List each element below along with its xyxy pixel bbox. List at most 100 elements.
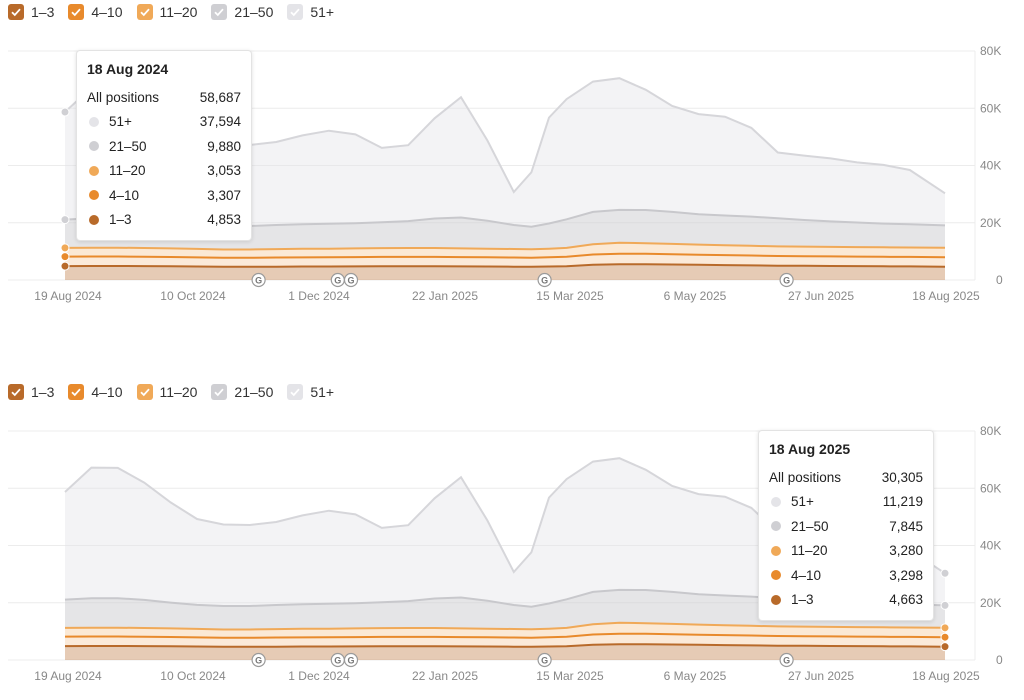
legend: 1–3 4–10 11–20 21–50 51+ — [8, 384, 334, 400]
google-update-marker-ring — [537, 272, 552, 288]
series-point — [940, 642, 950, 652]
tooltip-row: 11–20 3,280 — [769, 539, 923, 564]
y-tick-label: 80K — [980, 44, 1001, 58]
tooltip-value: 11,219 — [882, 494, 923, 510]
y-tick-label: 40K — [980, 159, 1001, 173]
legend-item-51-plus[interactable]: 51+ — [287, 4, 334, 20]
legend-label: 21–50 — [234, 384, 274, 400]
series-point — [940, 600, 950, 610]
checkbox-check-icon[interactable] — [68, 4, 85, 20]
checkbox-check-icon[interactable] — [211, 384, 228, 400]
series-line-4–10 — [64, 252, 946, 259]
google-update-marker-letter: G — [541, 656, 548, 666]
tooltip-row: 11–20 3,053 — [87, 159, 241, 184]
tooltip-value: 3,298 — [889, 567, 923, 583]
google-update-marker-ring — [779, 652, 794, 668]
chart-panel-2: 1–3 4–10 11–20 21–50 51+ 0 20K 40K 60K 80K 19… — [0, 380, 1024, 700]
tooltip-row: 21–50 7,845 — [769, 514, 923, 539]
tooltip-row: 21–50 9,880 — [87, 134, 241, 159]
legend-label: 51+ — [310, 384, 335, 400]
series-dot-icon — [771, 521, 781, 532]
google-update-marker-letter: G — [334, 656, 341, 666]
series-line-1–3 — [64, 643, 946, 648]
series-area-4–10 — [65, 253, 945, 267]
x-tick-label: 19 Aug 2024 — [34, 669, 102, 683]
y-tick-label: 40K — [980, 539, 1001, 553]
legend-item-11-20[interactable]: 11–20 — [136, 384, 198, 400]
tooltip-label: 11–20 — [109, 163, 146, 179]
legend-item-51-plus[interactable]: 51+ — [287, 384, 334, 400]
checkbox-check-icon[interactable] — [68, 384, 85, 400]
tooltip-label: 4–10 — [109, 187, 140, 203]
tooltip-label: 4–10 — [791, 567, 822, 583]
checkbox-check-icon[interactable] — [136, 384, 153, 400]
x-tick-label: 10 Oct 2024 — [160, 289, 226, 303]
checkbox-check-icon[interactable] — [8, 384, 24, 400]
tooltip-value: 58,687 — [199, 89, 241, 105]
y-tick-label: 0 — [996, 273, 1003, 287]
tooltip-value: 3,053 — [207, 163, 241, 179]
checkbox-check-icon[interactable] — [287, 384, 304, 400]
google-update-marker-icon: G — [330, 652, 345, 668]
x-tick-label: 18 Aug 2025 — [912, 669, 980, 683]
tooltip-label: 21–50 — [109, 138, 147, 154]
google-update-marker-ring — [251, 272, 266, 288]
series-area-1–3 — [65, 644, 945, 660]
series-area-4–10 — [65, 633, 945, 647]
area-chart[interactable]: 0 20K 40K 60K 80K 19 Aug 2024 10 Oct 2024 1 Dec… — [0, 416, 1024, 700]
area-chart[interactable]: 0 20K 40K 60K 80K 19 Aug 2024 10 Oct 2024 1 Dec… — [0, 36, 1024, 320]
checkbox-check-icon[interactable] — [8, 4, 24, 20]
tooltip-value: 9,880 — [207, 138, 241, 154]
legend-item-4-10[interactable]: 4–10 — [68, 384, 123, 400]
series-area-11–20 — [65, 622, 945, 638]
tooltip-row: 4–10 3,298 — [769, 563, 923, 588]
google-update-marker-letter: G — [783, 656, 790, 666]
legend-label: 1–3 — [31, 4, 55, 20]
google-update-marker-letter: G — [255, 276, 262, 286]
series-dot-icon — [771, 570, 781, 581]
series-dot-icon — [771, 594, 781, 605]
checkbox-check-icon[interactable] — [211, 4, 228, 20]
google-update-marker-icon: G — [537, 652, 552, 668]
legend-label: 4–10 — [91, 4, 123, 20]
y-tick-label: 60K — [980, 481, 1001, 495]
tooltip-row-all: All positions 30,305 — [769, 465, 923, 490]
series-point — [60, 252, 70, 262]
series-line-11–20 — [64, 241, 946, 251]
x-tick-label: 6 May 2025 — [664, 289, 727, 303]
google-update-marker-letter: G — [334, 276, 341, 286]
y-tick-label: 80K — [980, 424, 1001, 438]
tooltip-value: 7,845 — [889, 518, 923, 534]
legend-item-21-50[interactable]: 21–50 — [211, 384, 273, 400]
tooltip-value: 4,853 — [207, 212, 241, 228]
legend-item-1-3[interactable]: 1–3 — [8, 4, 54, 20]
legend-label: 51+ — [310, 4, 335, 20]
checkbox-check-icon[interactable] — [287, 4, 304, 20]
series-point — [940, 632, 950, 642]
x-tick-label: 22 Jan 2025 — [412, 289, 478, 303]
legend-label: 11–20 — [159, 384, 198, 400]
series-dot-icon — [89, 116, 99, 127]
legend-item-21-50[interactable]: 21–50 — [211, 4, 273, 20]
series-dot-icon — [771, 496, 781, 507]
google-update-marker-ring — [343, 652, 359, 668]
tooltip: 18 Aug 2025 All positions 30,305 51+ 11,2… — [758, 430, 934, 621]
y-tick-label: 60K — [980, 101, 1001, 115]
chart-panel-1: 1–3 4–10 11–20 21–50 51+ 0 20K 40K 60K 80K 19… — [0, 0, 1024, 320]
checkbox-check-icon[interactable] — [136, 4, 153, 20]
google-update-marker-ring — [251, 652, 266, 668]
google-update-marker-ring — [537, 652, 552, 668]
series-area-51+ — [65, 78, 945, 227]
legend-item-11-20[interactable]: 11–20 — [136, 4, 197, 20]
series-area-11–20 — [65, 242, 945, 258]
series-point — [60, 215, 70, 225]
tooltip-row: 51+ 11,219 — [769, 490, 923, 515]
legend-item-1-3[interactable]: 1–3 — [8, 384, 54, 400]
tooltip-date: 18 Aug 2024 — [87, 61, 169, 77]
google-update-marker-icon: G — [779, 272, 794, 288]
tooltip-row: 1–3 4,853 — [87, 208, 241, 233]
google-update-marker-ring — [779, 272, 794, 288]
legend-item-4-10[interactable]: 4–10 — [68, 4, 123, 20]
google-update-marker-icon: G — [251, 652, 266, 668]
series-dot-icon — [89, 190, 99, 201]
